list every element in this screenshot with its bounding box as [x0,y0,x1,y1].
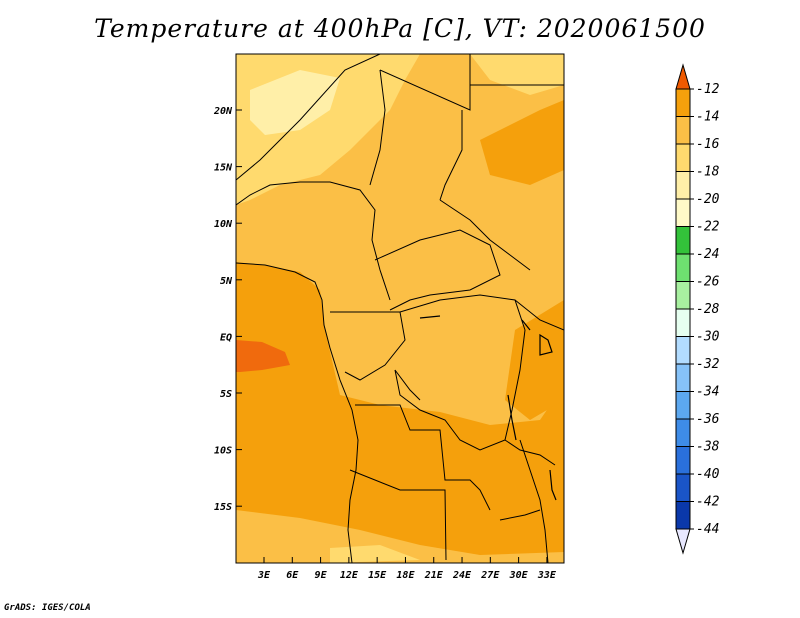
lat-label: EQ [220,332,232,343]
lon-label: 18E [396,570,415,581]
colorbar-label: -22 [696,220,720,235]
field-warm-ne [480,100,564,185]
latitude-axis: 20N 15N 10N 5N EQ 5S 10S 15S [213,106,242,513]
lakes [419,315,557,501]
field-warm-south [236,262,564,563]
colorbar-swatch [675,473,691,502]
colorbar-swatch [675,363,691,392]
colorbar-label: -34 [696,385,719,400]
colorbar-label: -26 [696,275,720,290]
colorbar-label: -36 [696,412,720,427]
colorbar-swatch [675,281,691,310]
colorbar-label: -40 [696,467,720,482]
field-warmest-patch [236,340,290,372]
lat-label: 5S [220,389,232,400]
colorbar-label: -38 [696,440,720,455]
lat-label: 10S [214,446,232,457]
colorbar-label: -42 [696,495,720,510]
colorbar-swatch [675,198,691,227]
grads-credit: GrADS: IGES/COLA [4,603,91,613]
lat-label: 15S [214,502,232,513]
colorbar-swatch [675,226,691,255]
colorbar-swatch [675,418,691,447]
longitude-axis: 3E 6E 9E 12E 15E 18E 21E 24E 27E 30E 33E [257,557,557,581]
lon-label: 9E [315,570,328,581]
lon-label: 30E [509,570,529,581]
lon-label: 15E [368,570,387,581]
colorbar-label: -32 [696,357,720,372]
lon-label: 6E [286,570,299,581]
lon-label: 3E [257,570,271,581]
colorbar-swatch [675,88,691,117]
colorbar-legend: -12 -14 -16 -18 -20 -22 -24 -26 -28 -30 -32 -34 -36 -… [675,63,720,555]
field-cool-south [236,510,564,563]
colorbar-label: -44 [696,522,719,537]
map-title: Temperature at 400hPa [C], VT: 202006150… [94,14,706,43]
colorbar-swatch [675,446,691,475]
colorbar-label: -12 [696,82,720,97]
field-coolest-south [330,545,420,563]
colorbar-label: -28 [696,302,720,317]
colorbar-top-arrow [675,63,691,90]
colorbar-label: -16 [696,137,720,152]
lat-label: 20N [213,106,233,117]
map-frame [235,53,565,564]
colorbar-swatch [675,171,691,200]
lon-label: 33E [537,570,557,581]
lon-label: 21E [424,570,444,581]
country-borders [236,54,564,563]
colorbar-swatch [675,308,691,337]
lon-label: 12E [340,570,359,581]
colorbar-label: -30 [696,330,720,345]
colorbar-label: -14 [696,110,719,125]
colorbar-bottom-arrow [675,528,691,555]
field-warm-east [505,300,564,420]
colorbar-swatch [675,143,691,172]
colorbar-swatch [675,116,691,145]
field-coolest-north [250,70,340,135]
colorbar-label: -18 [696,165,720,180]
colorbar-swatch [675,336,691,365]
colorbar-label: -20 [696,192,720,207]
lat-label: 10N [214,219,233,230]
lon-label: 27E [480,570,500,581]
colorbar-swatch [675,501,691,530]
lat-label: 5N [220,276,233,287]
colorbar-swatch [675,391,691,420]
colorbar-swatch [675,253,691,282]
lat-label: 15N [214,163,233,174]
colorbar-label: -24 [696,247,719,262]
lon-label: 24E [452,570,472,581]
